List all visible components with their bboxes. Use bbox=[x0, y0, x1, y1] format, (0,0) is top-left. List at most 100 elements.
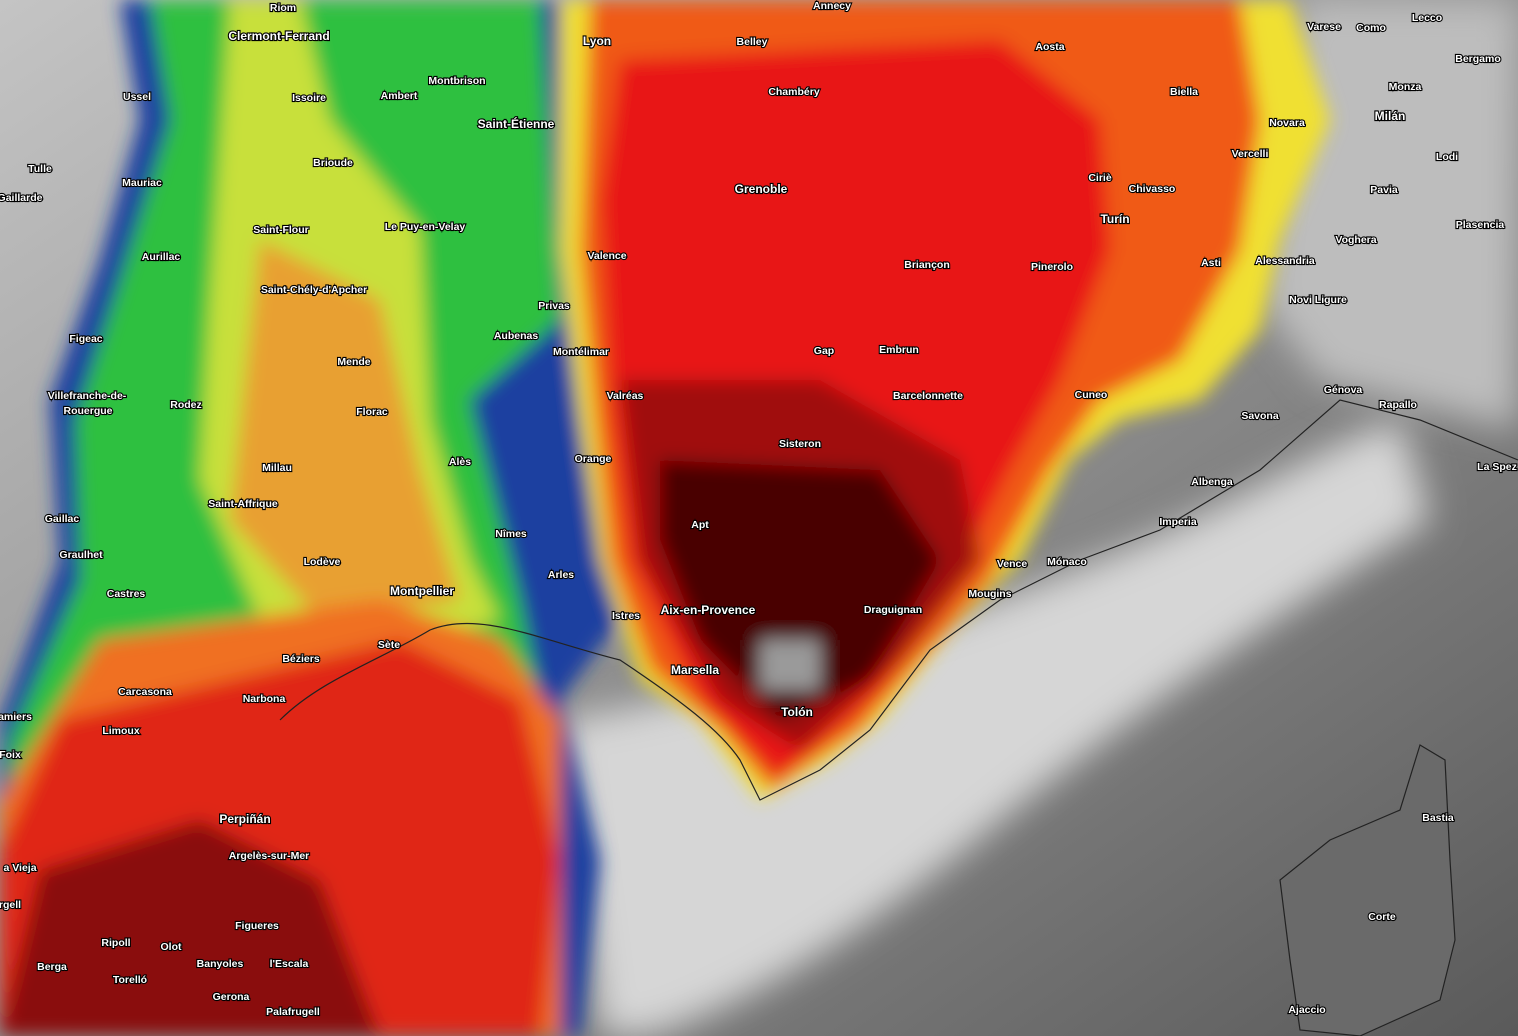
place-label: Embrun bbox=[879, 344, 919, 356]
place-label: Gap bbox=[814, 345, 834, 357]
place-label: Saint-Chély-d'Apcher bbox=[261, 284, 367, 296]
place-label: Apt bbox=[691, 519, 709, 531]
place-label: Aurillac bbox=[142, 251, 181, 263]
place-label: Bastia bbox=[1422, 812, 1454, 824]
place-label: Rapallo bbox=[1379, 399, 1417, 411]
place-label: Novara bbox=[1269, 117, 1305, 129]
place-label: Montbrison bbox=[428, 75, 485, 87]
place-label: Belley bbox=[737, 36, 768, 48]
place-label: Narbona bbox=[243, 693, 286, 705]
place-label: Mougins bbox=[968, 588, 1011, 600]
place-label: Saint-Affrique bbox=[208, 498, 278, 510]
place-label: Chambéry bbox=[768, 86, 820, 98]
place-label: Gaillac bbox=[45, 513, 80, 525]
place-label: Ripoll bbox=[101, 937, 130, 949]
place-label: Imperia bbox=[1159, 516, 1197, 528]
place-label: Asti bbox=[1201, 257, 1221, 269]
place-label: Aubenas bbox=[494, 330, 539, 342]
place-label: Perpiñán bbox=[219, 812, 270, 826]
place-label: Villefranche-de- bbox=[48, 390, 127, 402]
place-label: Varese bbox=[1307, 21, 1341, 33]
place-label: Mende bbox=[337, 356, 370, 368]
place-label: Rouergue bbox=[63, 405, 112, 417]
place-label: Graulhet bbox=[59, 549, 103, 561]
place-label: Pavia bbox=[1370, 184, 1398, 196]
place-label: Berga bbox=[37, 961, 67, 973]
place-label: Istres bbox=[612, 610, 640, 622]
place-label: l'Escala bbox=[270, 958, 309, 970]
place-label: Millau bbox=[262, 462, 292, 474]
place-label: Olot bbox=[161, 941, 182, 953]
place-label: Clermont-Ferrand bbox=[228, 29, 329, 43]
place-label: Plasencia bbox=[1456, 219, 1505, 231]
coastline bbox=[279, 399, 1518, 801]
place-label: Albenga bbox=[1191, 476, 1233, 488]
place-label: Tulle bbox=[28, 163, 52, 175]
place-label: Gerona bbox=[213, 991, 250, 1003]
place-label: a Vieja bbox=[3, 862, 36, 874]
place-label: Corte bbox=[1368, 911, 1396, 923]
place-label: Carcasona bbox=[118, 686, 172, 698]
place-label: amiers bbox=[0, 711, 32, 723]
place-label: Draguignan bbox=[864, 604, 922, 616]
place-label: Le Puy-en-Velay bbox=[385, 221, 466, 233]
place-label: Brioude bbox=[313, 157, 353, 169]
place-label: Sisteron bbox=[779, 438, 821, 450]
place-label: Monza bbox=[1389, 81, 1422, 93]
place-label: Saint-Étienne bbox=[478, 116, 555, 131]
place-label: Orange bbox=[575, 453, 612, 465]
place-label: Lecco bbox=[1412, 12, 1442, 24]
place-label: Foix bbox=[0, 749, 21, 761]
place-label: Aosta bbox=[1035, 41, 1064, 53]
place-label: Vercelli bbox=[1232, 148, 1269, 160]
place-label: Pinerolo bbox=[1031, 261, 1073, 273]
place-label: Figueres bbox=[235, 920, 279, 932]
place-label: Cuneo bbox=[1075, 389, 1108, 401]
place-label: Ajaccio bbox=[1288, 1004, 1325, 1016]
place-label: Riom bbox=[270, 2, 296, 14]
place-label: Arles bbox=[548, 569, 574, 581]
place-label: Castres bbox=[107, 588, 146, 600]
place-label: Lodi bbox=[1436, 151, 1458, 163]
place-label: Turín bbox=[1100, 212, 1129, 226]
place-label: Ambert bbox=[381, 90, 418, 102]
place-label: Aix-en-Provence bbox=[661, 603, 756, 617]
place-label: Limoux bbox=[102, 725, 139, 737]
place-label: Issoire bbox=[292, 92, 326, 104]
place-label: Briançon bbox=[904, 259, 950, 271]
place-label: Novi Ligure bbox=[1289, 294, 1347, 306]
place-label: Nîmes bbox=[495, 528, 527, 540]
place-label: Bergamo bbox=[1455, 53, 1501, 65]
place-label: Palafrugell bbox=[266, 1006, 320, 1018]
place-label: Privas bbox=[538, 300, 570, 312]
place-label: Mónaco bbox=[1047, 556, 1087, 568]
place-label: Valréas bbox=[607, 390, 644, 402]
place-label: rgell bbox=[0, 899, 21, 911]
radar-echoes bbox=[0, 0, 1330, 1036]
place-label: Saint-Flour bbox=[253, 224, 308, 236]
place-label: Chivasso bbox=[1129, 183, 1176, 195]
place-label: Montélimar bbox=[553, 346, 609, 358]
place-label: Génova bbox=[1324, 384, 1363, 396]
place-label: Annecy bbox=[813, 0, 851, 12]
place-label: Ussel bbox=[123, 91, 151, 103]
place-label: Milán bbox=[1375, 109, 1406, 123]
place-label: Banyoles bbox=[197, 958, 244, 970]
place-label: Mauriac bbox=[122, 177, 162, 189]
corsica bbox=[1279, 744, 1456, 1036]
place-label: Vence bbox=[997, 558, 1028, 570]
place-label: Alessandria bbox=[1255, 255, 1315, 267]
place-label: Sète bbox=[378, 639, 400, 651]
place-label: Argelès-sur-Mer bbox=[229, 850, 310, 862]
place-label: Voghera bbox=[1335, 234, 1376, 246]
place-label: Valence bbox=[587, 250, 626, 262]
place-label: Béziers bbox=[282, 653, 320, 665]
place-label: Grenoble bbox=[735, 182, 788, 196]
place-label: Alès bbox=[449, 456, 471, 468]
place-label: Ciriè bbox=[1088, 172, 1112, 184]
place-label: Figeac bbox=[69, 333, 102, 345]
place-label: Biella bbox=[1170, 86, 1198, 98]
place-label: Marsella bbox=[671, 663, 719, 677]
